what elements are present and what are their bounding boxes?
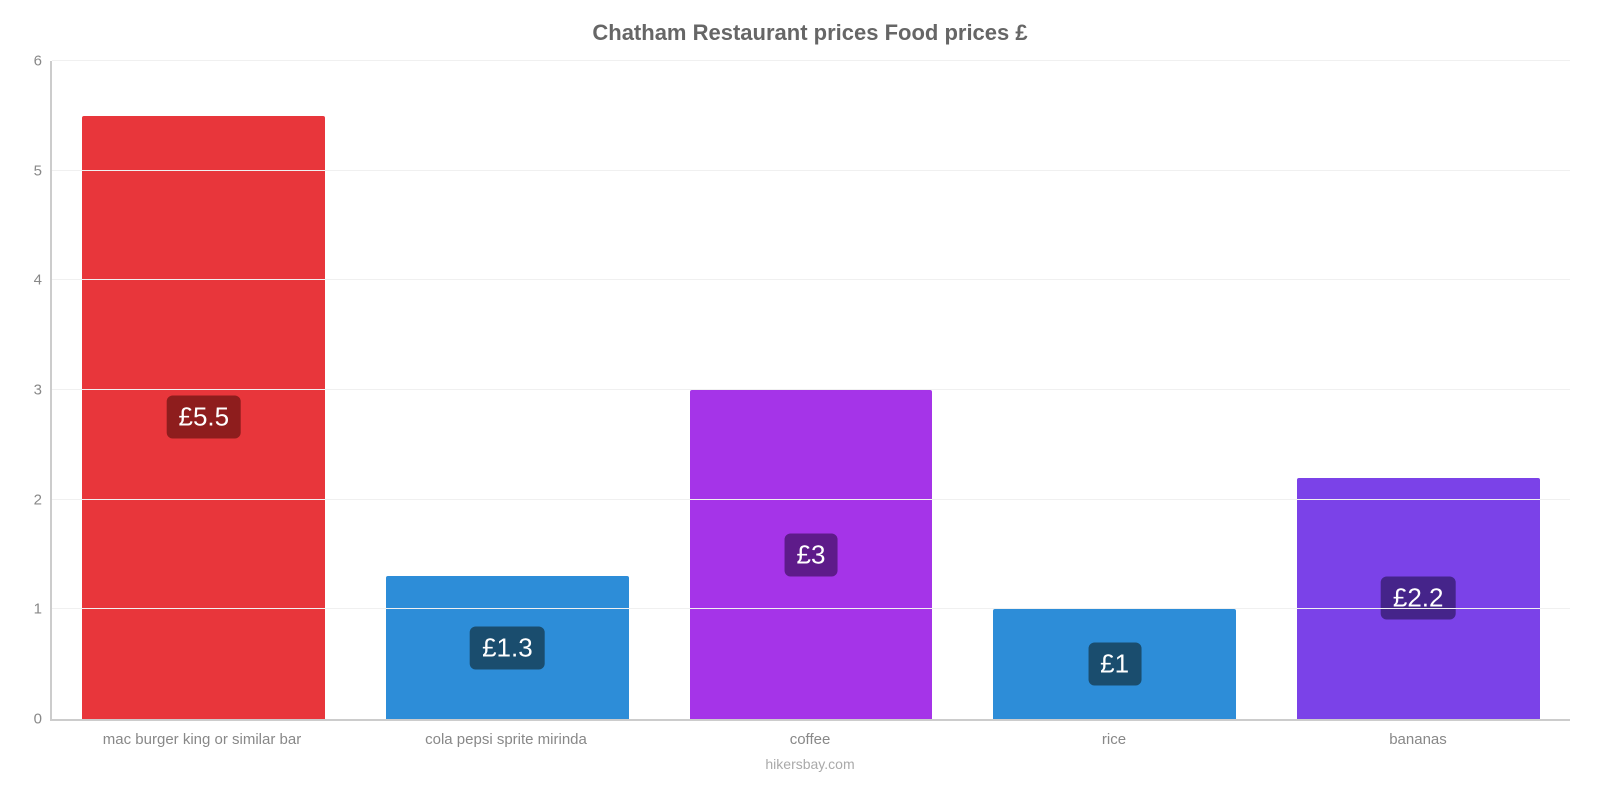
bar-value-label: £1 <box>1088 643 1141 686</box>
y-tick-label: 2 <box>34 491 52 508</box>
chart-title: Chatham Restaurant prices Food prices £ <box>50 10 1570 61</box>
x-axis-label: bananas <box>1266 731 1570 748</box>
y-tick-label: 0 <box>34 711 52 728</box>
gridline <box>52 608 1570 609</box>
x-axis-label: coffee <box>658 731 962 748</box>
price-bar-chart: Chatham Restaurant prices Food prices £ … <box>0 0 1600 800</box>
bar-slot: £2.2 <box>1266 61 1570 719</box>
x-axis-labels: mac burger king or similar barcola pepsi… <box>50 721 1570 748</box>
bar-value-label: £5.5 <box>166 396 241 439</box>
bar: £3 <box>690 390 933 719</box>
gridline <box>52 279 1570 280</box>
x-axis-label: rice <box>962 731 1266 748</box>
bar: £1 <box>993 609 1236 719</box>
bar-value-label: £1.3 <box>470 626 545 669</box>
bar-slot: £1 <box>963 61 1267 719</box>
y-tick-label: 1 <box>34 601 52 618</box>
gridline <box>52 170 1570 171</box>
bar: £2.2 <box>1297 478 1540 719</box>
gridline <box>52 60 1570 61</box>
bar-slot: £1.3 <box>356 61 660 719</box>
y-tick-label: 6 <box>34 53 52 70</box>
plot-area: £5.5£1.3£3£1£2.2 0123456 <box>50 61 1570 721</box>
bar-value-label: £2.2 <box>1381 577 1456 620</box>
y-tick-label: 5 <box>34 162 52 179</box>
bar: £5.5 <box>82 116 325 719</box>
bar-slot: £3 <box>659 61 963 719</box>
gridline <box>52 499 1570 500</box>
x-axis-label: mac burger king or similar bar <box>50 731 354 748</box>
gridline <box>52 389 1570 390</box>
bar-value-label: £3 <box>785 533 838 576</box>
bar: £1.3 <box>386 576 629 719</box>
y-tick-label: 4 <box>34 272 52 289</box>
y-tick-label: 3 <box>34 382 52 399</box>
bar-slot: £5.5 <box>52 61 356 719</box>
bars-row: £5.5 £1.3 £3 £1 £2.2 <box>52 61 1570 719</box>
attribution-text: hikersbay.com <box>50 748 1570 772</box>
x-axis-label: cola pepsi sprite mirinda <box>354 731 658 748</box>
